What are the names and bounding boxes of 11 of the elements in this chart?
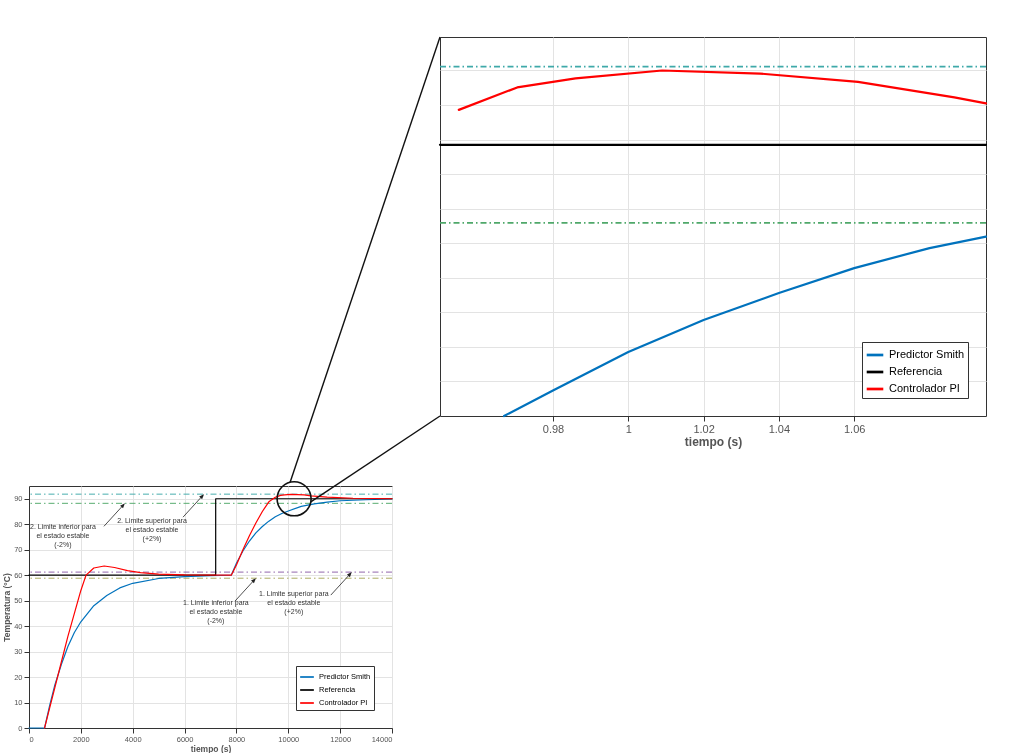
x-tick-label: 1.02 (693, 422, 715, 435)
legend-label: Referencia (889, 365, 944, 377)
x-axis-title: tiempo (s) (190, 744, 232, 753)
x-tick-label: 0.98 (542, 422, 565, 435)
legend-label: Predictor Smith (889, 348, 965, 360)
x-tick-label: 1 (625, 422, 632, 435)
x-tick-label: 1.04 (768, 422, 791, 435)
x-tick-label: 1.06 (844, 422, 866, 435)
x-axis-title: tiempo (s) (684, 434, 743, 449)
legend-label: Controlador PI (889, 382, 960, 394)
y-axis-title: Temperatura (°C) (2, 573, 13, 642)
